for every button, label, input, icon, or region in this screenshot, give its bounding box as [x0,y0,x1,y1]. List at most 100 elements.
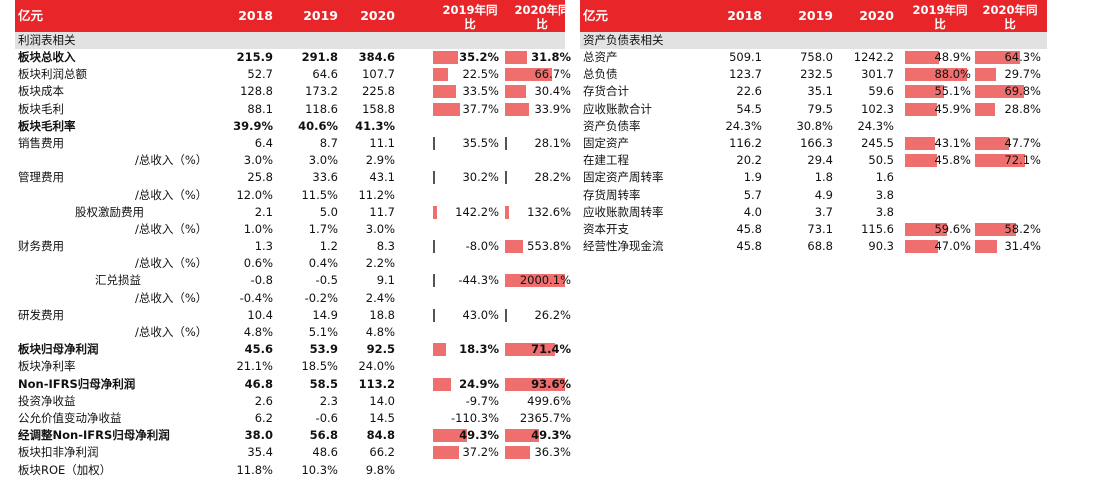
yoy-cell-yoy20: 28.1% [505,136,575,150]
yoy-cell-yoy20: 33.9% [505,102,575,116]
yoy-cell-yoy19: -110.3% [433,411,503,425]
yoy-cell-yoy20: 31.8% [505,50,575,64]
table-header: 亿元 2018 2019 2020 2019年同比 2020年同比 [15,0,570,32]
yoy-cell-yoy19 [905,189,975,202]
yoy-bar [975,136,1009,150]
row-label: 固定资产周转率 [583,170,664,185]
value-2020: 59.6 [868,84,894,99]
yoy-cell-yoy19: 45.8% [905,153,975,168]
row-label: 板块净利率 [18,359,76,374]
yoy-bar [905,85,944,99]
yoy-value: 59.6% [934,221,971,236]
yoy-cell-yoy20 [505,257,575,270]
value-2020: 11.7 [369,204,395,219]
yoy-cell-yoy19 [433,464,503,477]
yoy-cell-yoy19 [433,257,503,270]
table-row: /总收入（%） 4.8% 5.1% 4.8% [15,324,565,341]
value-2018: 509.1 [729,50,762,64]
value-2018: 1.3 [254,239,273,254]
row-label: 研发费用 [18,307,64,322]
yoy-bar [505,102,529,116]
table-row: 板块净利率 21.1% 18.5% 24.0% [15,358,565,375]
yoy-cell-yoy19: 48.9% [905,50,975,64]
yoy-cell-yoy20: 26.2% [505,308,575,322]
yoy-bar [905,102,938,116]
row-label: 板块ROE（加权） [18,462,112,477]
yoy-cell-yoy19: 45.9% [905,102,975,116]
value-2020: 11.2% [358,187,395,202]
yoy-cell-yoy20 [975,171,1045,184]
row-label: 公允价值变动净收益 [18,410,122,425]
yoy-bar [505,308,509,322]
yoy-bar [433,205,438,219]
value-2018: 1.0% [243,221,273,236]
yoy-cell-yoy19: 30.2% [433,170,503,185]
table-row: 板块成本 128.8 173.2 225.8 33.5% 30.4% [15,83,571,100]
yoy-value: 31.4% [1004,239,1041,254]
value-2019: 14.9 [312,307,338,322]
yoy-cell-yoy20: 71.4% [505,342,575,357]
yoy-cell-yoy20: 64.3% [975,50,1045,64]
value-2020: 50.5 [868,153,894,168]
table-row: 总负债 123.7 232.5 301.7 88.0% 29.7% [580,66,1047,83]
yoy-value: 43.1% [934,135,971,150]
value-2019: 68.8 [807,239,833,254]
table-row: 汇兑损益 -0.8 -0.5 9.1 -44.3% 2000.1% [15,272,571,289]
value-2018: 2.1 [254,204,273,219]
row-label: 总资产 [583,50,618,64]
row-label: 板块利润总额 [18,67,87,82]
table-row: 销售费用 6.4 8.7 11.1 35.5% 28.1% [15,135,571,152]
value-2019: 2.3 [319,393,338,408]
yoy-bar [975,240,997,254]
value-2018: 88.1 [247,101,273,116]
yoy-bar [975,154,1026,168]
value-2020: 8.3 [376,239,395,254]
yoy-bar [433,51,458,64]
value-2018: 35.4 [247,445,273,460]
value-2020: 115.6 [861,221,894,236]
yoy-value: 43.0% [462,307,499,322]
table-row: 存货周转率 5.7 4.9 3.8 [580,187,1047,204]
value-2018: 6.2 [254,410,273,425]
yoy-cell-yoy19: 47.0% [905,239,975,254]
row-label: 经调整Non-IFRS归母净利润 [18,428,170,443]
yoy-bar [505,68,552,82]
value-2018: 1.9 [743,170,762,185]
value-2020: 24.3% [857,118,894,133]
value-2018: 39.9% [233,118,273,133]
yoy-value: 58.2% [1004,221,1041,236]
value-2019: 53.9 [309,342,338,357]
yoy-bar [433,136,437,150]
yoy-cell-yoy20: 49.3% [505,428,575,443]
yoy-bar [433,171,437,185]
value-2019: 166.3 [800,135,833,150]
value-2020: 92.5 [366,342,395,357]
value-2018: -0.4% [239,290,273,305]
value-2019: 79.5 [807,101,833,116]
yoy-bar [905,136,936,150]
row-label: 板块总收入 [18,50,76,64]
value-2019: 8.7 [319,135,338,150]
row-label: Non-IFRS归母净利润 [18,376,136,391]
yoy-cell-yoy19 [433,154,503,167]
col-yoy-2020: 2020年同比 [514,3,570,31]
value-2020: 11.1 [369,135,395,150]
yoy-value: 69.8% [1004,84,1041,99]
value-2018: 24.3% [725,118,762,133]
yoy-value: 30.2% [462,170,499,185]
table-row: 管理费用 25.8 33.6 43.1 30.2% 28.2% [15,169,571,186]
value-2019: 10.3% [301,462,338,477]
yoy-value: 88.0% [934,67,971,82]
value-2019: 1.2 [319,239,338,254]
yoy-value: -44.3% [458,273,499,288]
yoy-cell-yoy19 [433,223,503,236]
row-label: /总收入（%） [135,290,208,305]
yoy-cell-yoy19 [433,189,503,202]
value-2019: 173.2 [305,84,338,99]
value-2018: 10.4 [247,307,273,322]
yoy-value: 499.6% [527,393,571,408]
table-row: 总资产 509.1 758.0 1242.2 48.9% 64.3% [580,49,1047,66]
yoy-cell-yoy19: -44.3% [433,273,503,288]
yoy-value: 31.8% [531,50,571,64]
yoy-cell-yoy19: 37.7% [433,102,503,116]
